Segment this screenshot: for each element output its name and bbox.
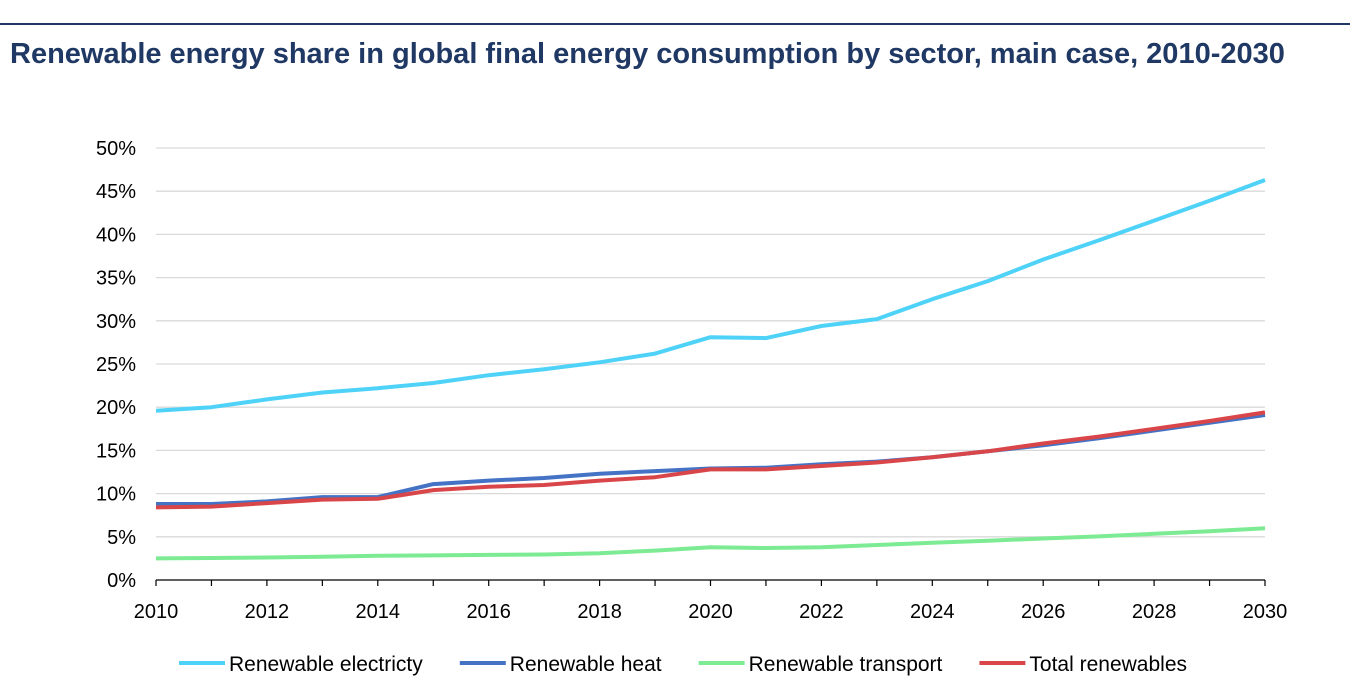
legend: Renewable electricty Renewable heat Renewa… xyxy=(179,653,1187,676)
legend-item: Total renewables xyxy=(979,653,1187,676)
y-tick-label: 20% xyxy=(96,397,136,419)
y-tick-label: 50% xyxy=(96,138,136,160)
x-tick-labels: 2010 2012 2014 2016 2018 2020 2022 2024 2026 2028… xyxy=(134,601,1288,623)
legend-item: Renewable electricty xyxy=(179,653,423,676)
y-tick-label: 0% xyxy=(107,570,136,592)
legend-label: Renewable transport xyxy=(749,653,943,676)
x-tick-label: 2022 xyxy=(799,601,844,623)
y-tick-label: 10% xyxy=(96,484,136,506)
series-line-3 xyxy=(155,410,1266,510)
legend-label: Renewable heat xyxy=(510,653,662,676)
top-rule xyxy=(0,23,1350,25)
x-tick-label: 2018 xyxy=(577,601,622,623)
y-tick-label: 35% xyxy=(96,268,136,290)
x-tick-label: 2028 xyxy=(1132,601,1177,623)
legend-item: Renewable heat xyxy=(459,653,662,676)
axes xyxy=(155,579,1266,586)
x-tick-label: 2010 xyxy=(134,601,179,623)
series-lines xyxy=(155,178,1266,561)
gridlines xyxy=(156,147,1265,538)
chart-title: Renewable energy share in global final e… xyxy=(10,38,1285,70)
x-tick-label: 2024 xyxy=(910,601,955,623)
x-tick-label: 2016 xyxy=(466,601,511,623)
y-tick-label: 30% xyxy=(96,311,136,333)
series-line-0 xyxy=(155,178,1266,413)
x-tick-label: 2020 xyxy=(688,601,733,623)
x-tick-label: 2012 xyxy=(245,601,290,623)
series-line-1 xyxy=(156,413,1266,506)
legend-label: Renewable electricty xyxy=(229,653,423,676)
x-tick-label: 2026 xyxy=(1021,601,1066,623)
y-tick-label: 5% xyxy=(107,527,136,549)
y-tick-label: 15% xyxy=(96,440,136,462)
x-tick-label: 2014 xyxy=(356,601,401,623)
legend-item: Renewable transport xyxy=(698,653,943,676)
legend-label: Total renewables xyxy=(1029,653,1187,676)
y-tick-label: 45% xyxy=(96,181,136,203)
y-tick-label: 25% xyxy=(96,354,136,376)
y-tick-labels: 0% 5% 10% 15% 20% 25% 30% 35% 40% 45% 50% xyxy=(96,138,136,592)
series-line-2 xyxy=(155,526,1266,561)
x-tick-label: 2030 xyxy=(1243,601,1288,623)
y-tick-label: 40% xyxy=(96,224,136,246)
